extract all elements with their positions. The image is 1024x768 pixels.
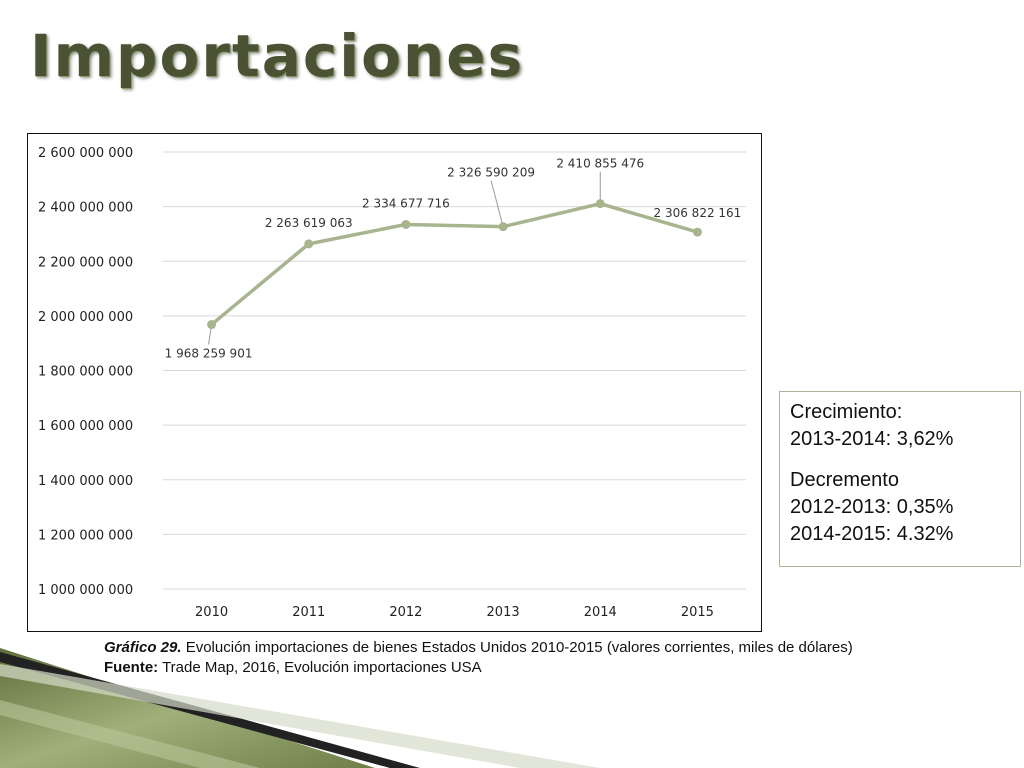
- data-point: [498, 222, 508, 232]
- figure-caption: Gráfico 29. Evolución importaciones de b…: [104, 638, 853, 678]
- caption-source-line: Fuente: Trade Map, 2016, Evolución impor…: [104, 658, 853, 678]
- x-tick-label: 2014: [584, 605, 617, 620]
- decrease-line-2: 2014-2015: 4.32%: [790, 523, 954, 545]
- caption-source-text: Trade Map, 2016, Evolución importaciones…: [158, 659, 482, 676]
- y-tick-label: 1 600 000 000: [38, 419, 133, 434]
- data-label: 2 334 677 716: [362, 196, 450, 210]
- chart-frame: 1 000 000 000 1 200 000 000 1 400 000 000 1…: [27, 133, 762, 632]
- decrease-heading: Decremento: [790, 469, 899, 491]
- data-label: 1 968 259 901: [165, 347, 253, 361]
- data-point: [401, 219, 411, 229]
- line-chart: 1 000 000 000 1 200 000 000 1 400 000 000 1…: [38, 146, 746, 620]
- y-tick-label: 2 200 000 000: [38, 255, 133, 270]
- data-points: [207, 199, 702, 330]
- data-label: 2 263 619 063: [265, 216, 353, 230]
- y-tick-label: 2 000 000 000: [38, 310, 133, 325]
- y-tick-label: 1 200 000 000: [38, 528, 133, 543]
- caption-figure-label: Gráfico 29.: [104, 639, 182, 656]
- y-tick-label: 2 600 000 000: [38, 146, 133, 161]
- caption-source-label: Fuente:: [104, 659, 159, 676]
- caption-figure-line: Gráfico 29. Evolución importaciones de b…: [104, 638, 853, 658]
- y-tick-label: 1 800 000 000: [38, 365, 133, 380]
- data-label: 2 306 822 161: [654, 206, 742, 220]
- x-tick-label: 2013: [487, 605, 520, 620]
- caption-figure-text: Evolución importaciones de bienes Estado…: [181, 639, 853, 656]
- series-polyline: [210, 201, 698, 326]
- x-tick-label: 2010: [195, 605, 228, 620]
- decrease-line-1: 2012-2013: 0,35%: [790, 496, 954, 518]
- y-tick-label: 1 000 000 000: [38, 583, 133, 598]
- data-label: 2 326 590 209: [447, 166, 535, 180]
- y-axis-ticks: 1 000 000 000 1 200 000 000 1 400 000 000 1…: [38, 146, 133, 598]
- x-tick-label: 2011: [292, 605, 325, 620]
- growth-heading: Crecimiento:: [790, 401, 903, 423]
- x-tick-label: 2015: [681, 605, 714, 620]
- data-point: [692, 227, 702, 237]
- data-label: 2 410 855 476: [556, 157, 644, 171]
- gridlines: [163, 151, 746, 590]
- x-tick-label: 2012: [389, 605, 422, 620]
- data-labels: 1 968 259 901 2 263 619 063 2 334 677 716 2…: [165, 157, 742, 361]
- data-point: [595, 199, 605, 209]
- y-tick-label: 1 400 000 000: [38, 474, 133, 489]
- label-leader-line: [490, 180, 504, 227]
- slide-title: Importaciones: [30, 22, 525, 90]
- series-line: [210, 201, 698, 326]
- growth-line: 2013-2014: 3,62%: [790, 428, 954, 450]
- growth-stats-box: Crecimiento: 2013-2014: 3,62% Decremento…: [779, 391, 1021, 567]
- data-point: [304, 239, 314, 249]
- x-axis-ticks: 2010 2011 2012 2013 2014 2015: [195, 605, 714, 620]
- data-point: [207, 320, 217, 330]
- y-tick-label: 2 400 000 000: [38, 201, 133, 216]
